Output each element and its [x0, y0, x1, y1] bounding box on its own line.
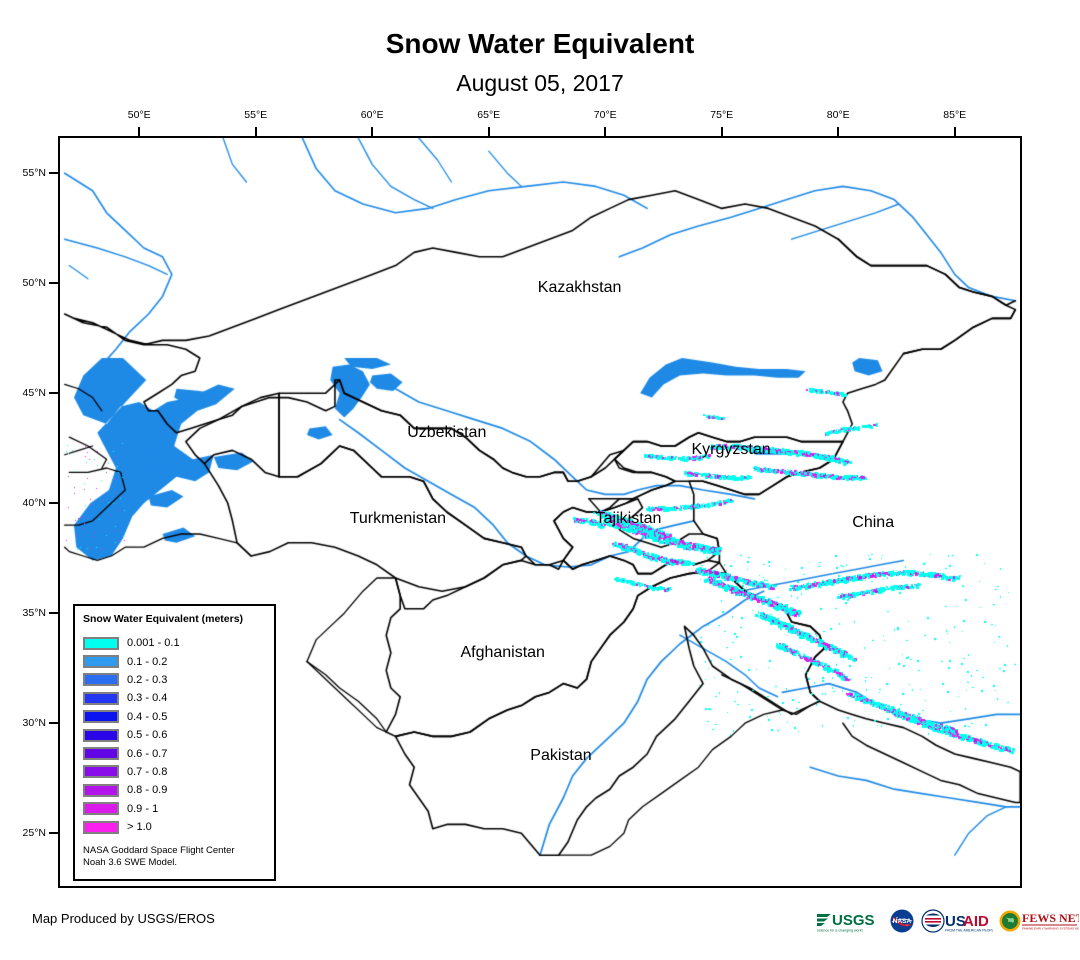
fewsnet-logo[interactable]: FEWS NET FAMINE EARLY WARNING SYSTEMS NE… — [999, 908, 1079, 934]
svg-text:FROM THE AMERICAN PEOPLE: FROM THE AMERICAN PEOPLE — [945, 929, 993, 933]
legend-color-swatch — [83, 728, 119, 742]
legend-color-swatch — [83, 765, 119, 779]
country-label-kazakhstan: Kazakhstan — [537, 278, 622, 296]
x-tick-mark — [953, 127, 956, 136]
country-label-tajikistan: Tajikistan — [595, 509, 662, 527]
legend-row: 0.4 - 0.5 — [83, 708, 273, 726]
legend-row: 0.8 - 0.9 — [83, 781, 273, 799]
legend-color-swatch — [83, 636, 119, 650]
legend-color-swatch — [83, 820, 119, 834]
y-tick-mark — [49, 502, 58, 505]
legend-items: 0.001 - 0.1 0.1 - 0.2 0.2 - 0.3 0.3 - 0.4 0.… — [83, 634, 273, 836]
legend-row: 0.5 - 0.6 — [83, 726, 273, 744]
country-label-turkmenistan: Turkmenistan — [349, 509, 447, 527]
nasa-logo[interactable]: NASA — [889, 908, 915, 934]
y-tick-mark — [49, 172, 58, 175]
x-tick-label: 60°E — [360, 109, 384, 121]
y-tick-label: 45°N — [22, 387, 46, 400]
y-tick-label: 55°N — [22, 167, 46, 180]
legend-label: 0.9 - 1 — [127, 802, 159, 815]
country-label-pakistan: Pakistan — [530, 747, 592, 765]
logo-strip: USGS science for a changing world NASA U… — [815, 903, 1079, 939]
svg-text:science for a changing world: science for a changing world — [817, 929, 863, 933]
y-tick-mark — [49, 612, 58, 615]
legend-row: 0.3 - 0.4 — [83, 689, 273, 707]
legend-color-swatch — [83, 673, 119, 687]
legend-label: 0.001 - 0.1 — [127, 637, 180, 650]
legend-label: 0.7 - 0.8 — [127, 765, 168, 778]
legend-color-swatch — [83, 655, 119, 669]
y-tick-mark — [49, 392, 58, 395]
country-label-kyrgyzstan: Kyrgyzstan — [691, 441, 771, 459]
svg-text:USGS: USGS — [832, 912, 875, 929]
legend-color-swatch — [83, 783, 119, 797]
legend-row: 0.9 - 1 — [83, 800, 273, 818]
y-tick-mark — [49, 722, 58, 725]
x-tick-label: 55°E — [244, 109, 268, 121]
legend-label: 0.2 - 0.3 — [127, 673, 168, 686]
x-tick-label: 50°E — [127, 109, 151, 121]
legend-label: 0.3 - 0.4 — [127, 692, 168, 705]
y-tick-mark — [49, 832, 58, 835]
legend-label: 0.4 - 0.5 — [127, 710, 168, 723]
svg-text:FAMINE EARLY WARNING SYSTEMS N: FAMINE EARLY WARNING SYSTEMS NETWORK — [1022, 927, 1079, 931]
country-label-afghanistan: Afghanistan — [460, 643, 545, 661]
y-tick-label: 40°N — [22, 497, 46, 510]
x-tick-mark — [487, 127, 490, 136]
country-label-china: China — [852, 514, 895, 531]
svg-text:AID: AID — [963, 913, 989, 930]
legend-title: Snow Water Equivalent (meters) — [83, 613, 244, 625]
y-tick-label: 50°N — [22, 277, 46, 290]
x-tick-mark — [138, 127, 141, 136]
x-tick-mark — [254, 127, 257, 136]
map-date-subtitle: August 05, 2017 — [456, 70, 624, 96]
y-tick-label: 30°N — [22, 717, 46, 730]
legend-label: 0.1 - 0.2 — [127, 655, 168, 668]
legend-row: 0.2 - 0.3 — [83, 671, 273, 689]
x-tick-label: 70°E — [593, 109, 617, 121]
legend-row: 0.001 - 0.1 — [83, 634, 273, 652]
legend-label: 0.6 - 0.7 — [127, 747, 168, 760]
x-tick-mark — [371, 127, 374, 136]
x-tick-mark — [837, 127, 840, 136]
svg-text:NASA: NASA — [893, 918, 912, 925]
legend-color-swatch — [83, 802, 119, 816]
y-tick-mark — [49, 282, 58, 285]
x-tick-mark — [604, 127, 607, 136]
usgs-logo[interactable]: USGS science for a changing world — [815, 908, 883, 934]
legend-row: 0.1 - 0.2 — [83, 652, 273, 670]
legend-row: 0.7 - 0.8 — [83, 763, 273, 781]
y-tick-label: 35°N — [22, 607, 46, 620]
page-title: Snow Water Equivalent — [385, 28, 695, 59]
legend-color-swatch — [83, 710, 119, 724]
y-tick-label: 25°N — [22, 827, 46, 840]
legend-credit: NASA Goddard Space Flight Center Noah 3.… — [83, 845, 235, 868]
svg-text:US: US — [945, 913, 966, 930]
legend-row: > 1.0 — [83, 818, 273, 836]
footer-credit: Map Produced by USGS/EROS — [32, 911, 215, 926]
legend-color-swatch — [83, 747, 119, 761]
country-label-uzbekistan: Uzbekistan — [407, 423, 487, 441]
x-tick-label: 80°E — [826, 109, 850, 121]
x-tick-label: 65°E — [477, 109, 501, 121]
svg-text:FEWS NET: FEWS NET — [1022, 911, 1079, 925]
x-tick-mark — [720, 127, 723, 136]
x-tick-label: 85°E — [943, 109, 967, 121]
usaid-logo[interactable]: US AID FROM THE AMERICAN PEOPLE — [921, 908, 993, 934]
legend-panel[interactable]: Snow Water Equivalent (meters) 0.001 - 0… — [73, 604, 276, 881]
x-tick-label: 75°E — [710, 109, 734, 121]
legend-label: > 1.0 — [127, 821, 152, 834]
legend-row: 0.6 - 0.7 — [83, 744, 273, 762]
legend-label: 0.5 - 0.6 — [127, 729, 168, 742]
legend-color-swatch — [83, 691, 119, 705]
legend-label: 0.8 - 0.9 — [127, 784, 168, 797]
